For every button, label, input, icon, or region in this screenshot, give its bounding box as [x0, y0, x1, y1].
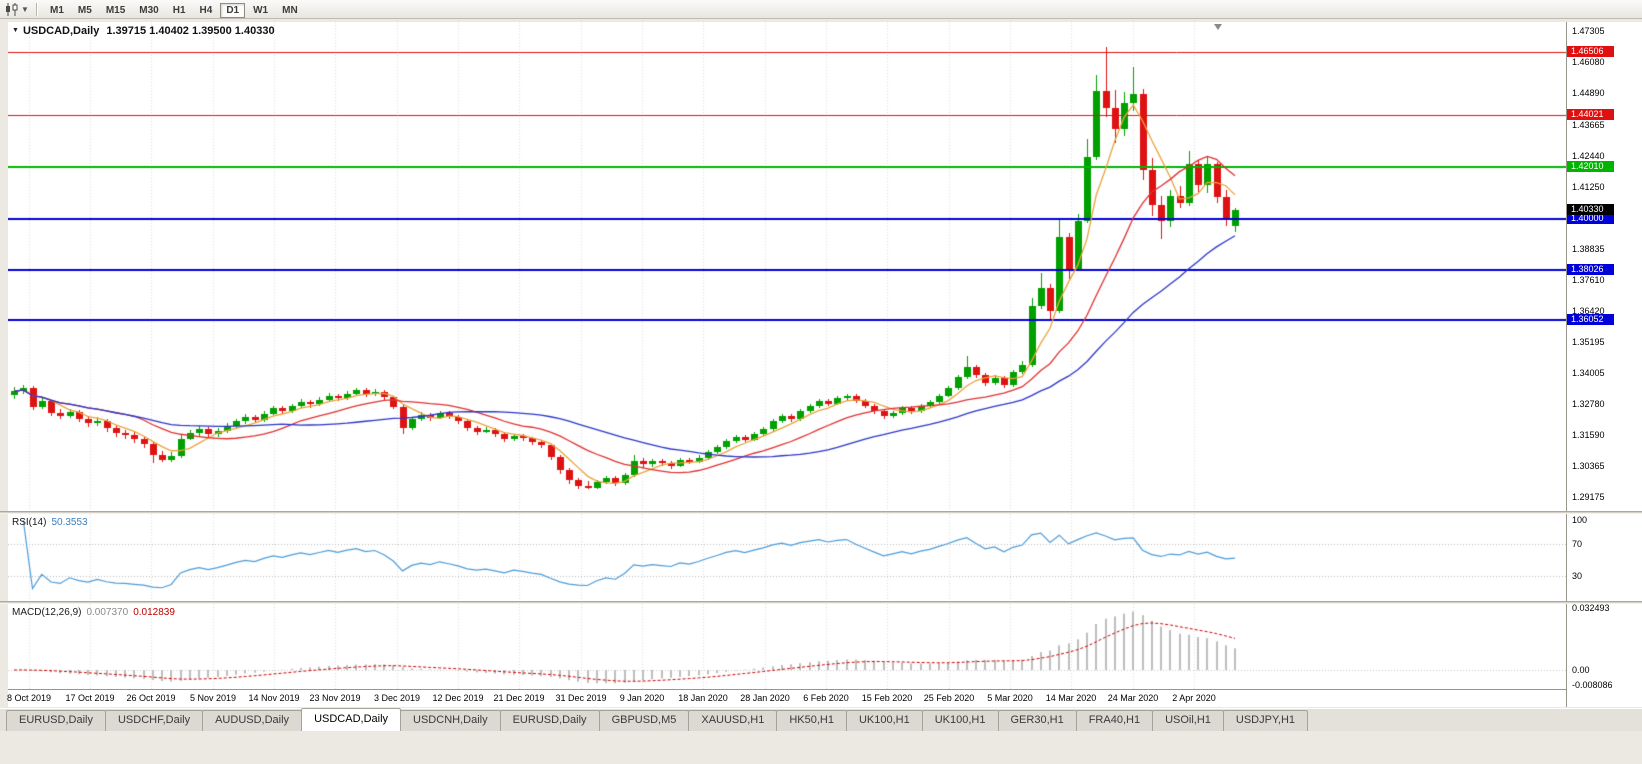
price-axis-label: 1.43665	[1572, 120, 1605, 130]
price-axis-label: 1.46080	[1572, 57, 1605, 67]
date-axis-label: 25 Feb 2020	[923, 693, 975, 703]
chart-tab-eurusd-daily[interactable]: EURUSD,Daily	[6, 710, 106, 731]
macd-value-signal: 0.012839	[133, 607, 175, 618]
time-axis[interactable]: 8 Oct 2019 17 Oct 2019 26 Oct 2019 5 Nov 20…	[7, 689, 1566, 707]
date-axis-label: 6 Feb 2020	[803, 693, 849, 703]
rsi-panel-canvas[interactable]	[8, 514, 1566, 601]
date-axis-label: 21 Dec 2019	[493, 693, 545, 703]
chart-tab-usdcad-daily[interactable]: USDCAD,Daily	[301, 708, 402, 731]
timeframe-button-M30[interactable]: M30	[139, 5, 159, 16]
date-axis-label: 12 Dec 2019	[432, 693, 484, 703]
price-line-badge: 1.46506	[1567, 46, 1614, 57]
chart-tab-xauusd-h1[interactable]: XAUUSD,H1	[688, 710, 778, 731]
date-axis-label: 18 Jan 2020	[678, 693, 728, 703]
price-line-badge: 1.44021	[1567, 109, 1614, 120]
chart-tab-fra40-h1[interactable]: FRA40,H1	[1075, 710, 1154, 731]
chart-tab-eurusd-daily[interactable]: EURUSD,Daily	[499, 710, 600, 731]
dropdown-caret-icon[interactable]: ▼	[21, 4, 29, 14]
date-axis-label: 31 Dec 2019	[555, 693, 607, 703]
panel-separator[interactable]	[0, 601, 1642, 604]
date-axis-label: 17 Oct 2019	[65, 693, 115, 703]
current-price-badge: 1.40330	[1567, 204, 1614, 215]
rsi-scale-label: 100	[1572, 515, 1588, 525]
chart-tab-uk100-h1[interactable]: UK100,H1	[845, 710, 923, 731]
date-axis-label: 26 Oct 2019	[126, 693, 176, 703]
price-axis-label: 1.38835	[1572, 244, 1605, 254]
candlestick-chart-icon[interactable]	[3, 2, 21, 17]
date-axis-label: 5 Nov 2019	[189, 693, 237, 703]
chart-symbol-title: USDCAD,Daily	[22, 25, 100, 37]
date-axis-label: 3 Dec 2019	[373, 693, 421, 703]
timeframe-button-D1[interactable]: D1	[220, 3, 246, 18]
timeframe-toolbar: ▼ M1 M5 M15 M30 H1 H4 D1 W1 MN	[0, 0, 1642, 19]
timeframe-button-M1[interactable]: M1	[50, 5, 64, 16]
panel-separator[interactable]	[0, 511, 1642, 514]
rsi-label: RSI(14) 50.3553	[12, 517, 88, 528]
price-axis-label: 1.44890	[1572, 88, 1605, 98]
date-axis-label: 24 Mar 2020	[1107, 693, 1159, 703]
price-axis-label: 1.31590	[1572, 430, 1605, 440]
timeframe-button-MN[interactable]: MN	[282, 5, 298, 16]
price-line-badge: 1.36052	[1567, 314, 1614, 325]
macd-label: MACD(12,26,9) 0.007370 0.012839	[12, 607, 175, 618]
date-axis-label: 9 Jan 2020	[619, 693, 665, 703]
price-line-badge: 1.42010	[1567, 161, 1614, 172]
price-chart-canvas[interactable]	[8, 22, 1566, 511]
date-axis-label: 5 Mar 2020	[987, 693, 1033, 703]
price-axis-label: 1.29175	[1572, 492, 1605, 502]
chart-tab-hk50-h1[interactable]: HK50,H1	[776, 710, 847, 731]
date-axis-label: 14 Mar 2020	[1045, 693, 1097, 703]
price-axis-label: 1.47305	[1572, 26, 1605, 36]
chart-title: ▼ USDCAD,Daily 1.39715 1.40402 1.39500 1.4…	[12, 25, 275, 37]
date-axis-label: 14 Nov 2019	[248, 693, 300, 703]
price-axis-label: 1.36420	[1572, 306, 1605, 316]
chart-tab-usdjpy-h1[interactable]: USDJPY,H1	[1222, 710, 1309, 731]
macd-value-main: 0.007370	[86, 607, 129, 618]
price-axis-label: 1.37610	[1572, 275, 1605, 285]
rsi-value: 50.3553	[51, 517, 88, 528]
timeframe-button-H1[interactable]: H1	[172, 5, 186, 16]
chart-tab-usoil-h1[interactable]: USOil,H1	[1152, 710, 1224, 731]
rsi-scale-label: 30	[1572, 571, 1583, 581]
chart-tab-uk100-h1[interactable]: UK100,H1	[921, 710, 999, 731]
date-axis-label: 2 Apr 2020	[1172, 693, 1216, 703]
chart-shift-marker-icon[interactable]	[1214, 24, 1222, 30]
date-axis-label: 23 Nov 2019	[309, 693, 361, 703]
rsi-name: RSI(14)	[12, 517, 47, 528]
price-axis-label: 1.32780	[1572, 399, 1605, 409]
macd-name: MACD(12,26,9)	[12, 607, 82, 618]
timeframe-buttons: M1 M5 M15 M30 H1 H4 D1 W1 MN	[43, 0, 305, 18]
price-axis[interactable]: 1.47305 1.46080 1.44890 1.43665 1.42440 1.412…	[1566, 22, 1642, 707]
chart-tab-bar: EURUSD,Daily USDCHF,Daily AUDUSD,Daily USDC…	[0, 708, 1642, 731]
macd-scale-label: 0.00	[1572, 665, 1590, 675]
chart-tab-audusd-daily[interactable]: AUDUSD,Daily	[202, 710, 303, 731]
chart-tab-gbpusd-m5[interactable]: GBPUSD,M5	[598, 710, 690, 731]
macd-panel-canvas[interactable]	[8, 604, 1566, 689]
timeframe-button-H4[interactable]: H4	[199, 5, 213, 16]
price-axis-label: 1.30365	[1572, 461, 1605, 471]
chart-ohlc-values: 1.39715 1.40402 1.39500 1.40330	[106, 25, 275, 37]
price-axis-label: 1.42440	[1572, 151, 1605, 161]
date-axis-label: 15 Feb 2020	[861, 693, 913, 703]
chart-tab-usdcnh-daily[interactable]: USDCNH,Daily	[400, 710, 501, 731]
price-axis-label: 1.34005	[1572, 368, 1605, 378]
price-line-badge: 1.40000	[1567, 213, 1614, 224]
chart-tab-usdchf-daily[interactable]: USDCHF,Daily	[104, 710, 204, 731]
chart-tab-ger30-h1[interactable]: GER30,H1	[997, 710, 1077, 731]
toolbar-separator	[36, 2, 38, 16]
date-axis-label: 8 Oct 2019	[6, 693, 52, 703]
price-axis-label: 1.35195	[1572, 337, 1605, 347]
timeframe-button-M5[interactable]: M5	[77, 5, 92, 16]
timeframe-button-M15[interactable]: M15	[105, 5, 126, 16]
rsi-scale-label: 70	[1572, 539, 1583, 549]
chart-menu-icon[interactable]: ▼	[12, 27, 19, 34]
macd-scale-label: 0.032493	[1572, 603, 1610, 613]
date-axis-label: 28 Jan 2020	[740, 693, 790, 703]
price-line-badge: 1.38026	[1567, 264, 1614, 275]
macd-scale-label: -0.008086	[1572, 680, 1613, 690]
timeframe-button-W1[interactable]: W1	[253, 5, 269, 16]
price-axis-label: 1.41250	[1572, 182, 1605, 192]
